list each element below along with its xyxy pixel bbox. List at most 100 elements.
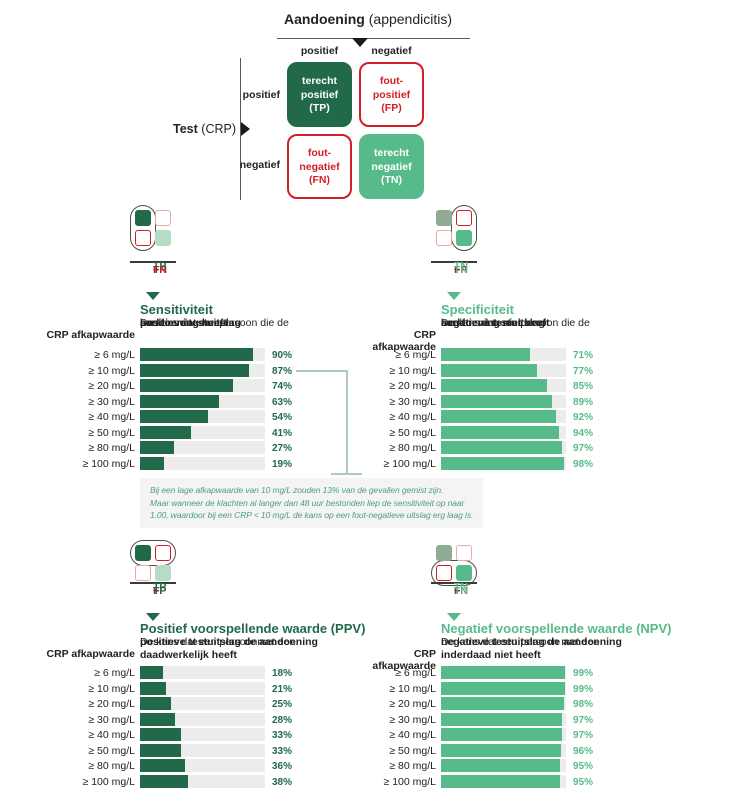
bar-track — [140, 363, 265, 377]
bar-track — [140, 774, 265, 788]
bar-track — [441, 348, 566, 361]
column-label-negative: negatief — [371, 45, 412, 57]
cell-text: (FP) — [381, 102, 402, 114]
axis-label: CRP afkapwaarde — [372, 648, 436, 672]
bar-category-label: ≥ 30 mg/L — [88, 395, 135, 408]
axis-label: CRP afkapwaarde — [372, 329, 436, 353]
bar-fill — [140, 743, 182, 757]
note-line: Maar wanneer de klachten al langer dan 4… — [150, 497, 465, 508]
cell-text: positief — [372, 88, 411, 101]
formula-term: FN — [153, 264, 167, 276]
bar-value: 94% — [573, 427, 594, 439]
bar-value: 28% — [272, 714, 293, 726]
icon-square-fp — [456, 545, 472, 561]
bar-fill — [441, 712, 563, 726]
bar-value: 18% — [272, 668, 293, 679]
bar-fill — [140, 759, 185, 772]
formula-term: + — [454, 585, 461, 597]
formula-term: TP — [153, 585, 167, 597]
bar-track — [441, 410, 566, 423]
bar-track — [441, 456, 566, 470]
note-connector-horizontal — [296, 370, 347, 372]
bar-track — [140, 379, 265, 392]
cell-text: negatief — [371, 160, 412, 173]
note-line: 1.00, waardoor bij een CRP < 10 mg/L de … — [150, 510, 474, 520]
bar-value: 95% — [573, 776, 594, 788]
formula-term: TN — [454, 260, 468, 272]
bar-fill — [140, 712, 175, 726]
bar-fill — [140, 410, 208, 423]
chart-npv: TN FN + TN Negatief voorspellende waarde (… — [360, 545, 672, 800]
axis-label: CRP afkapwaarde — [46, 329, 135, 341]
bar-value: 90% — [272, 350, 293, 361]
icon-square-tp — [436, 545, 452, 561]
bar-value: 99% — [573, 683, 594, 695]
cell-text: (FN) — [309, 174, 330, 186]
formula-term: FP — [153, 585, 167, 597]
formula: TP TP + FN — [118, 260, 188, 276]
icon-square-fn — [436, 565, 452, 581]
cell-text: fout- — [307, 147, 332, 159]
bar-value: 19% — [272, 458, 293, 470]
bar-category-label: ≥ 80 mg/L — [88, 442, 135, 454]
formula-term: FN — [454, 585, 468, 597]
bar-fill — [140, 681, 167, 695]
bar-category-label: ≥ 10 mg/L — [88, 364, 135, 377]
test-axis-label: Test (CRP) — [138, 122, 236, 136]
bar-track — [441, 743, 566, 757]
bar-value: 99% — [573, 668, 594, 679]
bar-value: 27% — [272, 443, 293, 454]
bar-fill — [441, 348, 530, 361]
chart-title: Sensitiviteit — [140, 302, 213, 317]
bar-value: 74% — [272, 381, 293, 392]
bar-track — [140, 348, 265, 361]
bar-category-label: ≥ 50 mg/L — [389, 744, 436, 757]
bar-track — [441, 759, 566, 772]
bar-track — [140, 666, 265, 679]
selection-capsule — [431, 560, 477, 586]
arrow-right-icon — [241, 122, 250, 136]
bar-value: 77% — [573, 365, 594, 377]
bar-track — [441, 728, 566, 741]
bar-track — [140, 759, 265, 772]
bar-category-label: ≥ 30 mg/L — [389, 395, 436, 408]
matrix-title: Aandoening (appendicitis) — [248, 11, 488, 27]
description-segment: heeft — [140, 317, 164, 329]
bar-category-label: ≥ 100 mg/L — [383, 457, 436, 470]
bar-track — [140, 441, 265, 454]
matrix-top-line — [277, 38, 470, 39]
bar-track — [441, 666, 566, 679]
bar-value: 98% — [573, 458, 594, 470]
bar-category-label: ≥ 40 mg/L — [389, 729, 436, 741]
note-connector-tick — [331, 473, 362, 475]
bar-fill — [441, 456, 564, 470]
icon-square-fp — [155, 210, 171, 226]
cell-text: fout- — [379, 75, 404, 87]
bar-category-label: ≥ 10 mg/L — [389, 364, 436, 377]
description-segment: een — [140, 317, 158, 329]
bar-value: 92% — [573, 412, 594, 423]
fraction-line — [130, 261, 176, 263]
bar-category-label: ≥ 30 mg/L — [88, 713, 135, 726]
bar-value: 98% — [573, 699, 594, 710]
bar-track — [441, 697, 566, 710]
description-segment: positieve testuitslag de aandoening daad… — [140, 636, 318, 661]
formula-term: TN — [454, 264, 468, 276]
bar-category-label: ≥ 80 mg/L — [88, 760, 135, 772]
arrow-down-icon — [146, 613, 160, 621]
formula-term: + — [454, 264, 461, 276]
bar-value: 25% — [272, 699, 293, 710]
chart-ppv: TP FP + TP Positief voorspellende waarde (… — [37, 540, 365, 800]
description-segment: positieve testuitslag — [140, 317, 241, 329]
bar-category-label: ≥ 20 mg/L — [88, 380, 135, 392]
bar-category-label: ≥ 50 mg/L — [389, 426, 436, 439]
cell-text: terecht — [301, 75, 337, 87]
matrix-left-line — [240, 58, 241, 200]
formula: TN FN + TN — [419, 581, 489, 597]
bar-fill — [140, 774, 188, 788]
cell-true-positive: terecht positief (TP) — [287, 62, 352, 127]
bar-category-label: ≥ 10 mg/L — [389, 682, 436, 695]
bar-fill — [140, 697, 172, 710]
description-segment: aandoening niet heeft — [441, 317, 550, 329]
